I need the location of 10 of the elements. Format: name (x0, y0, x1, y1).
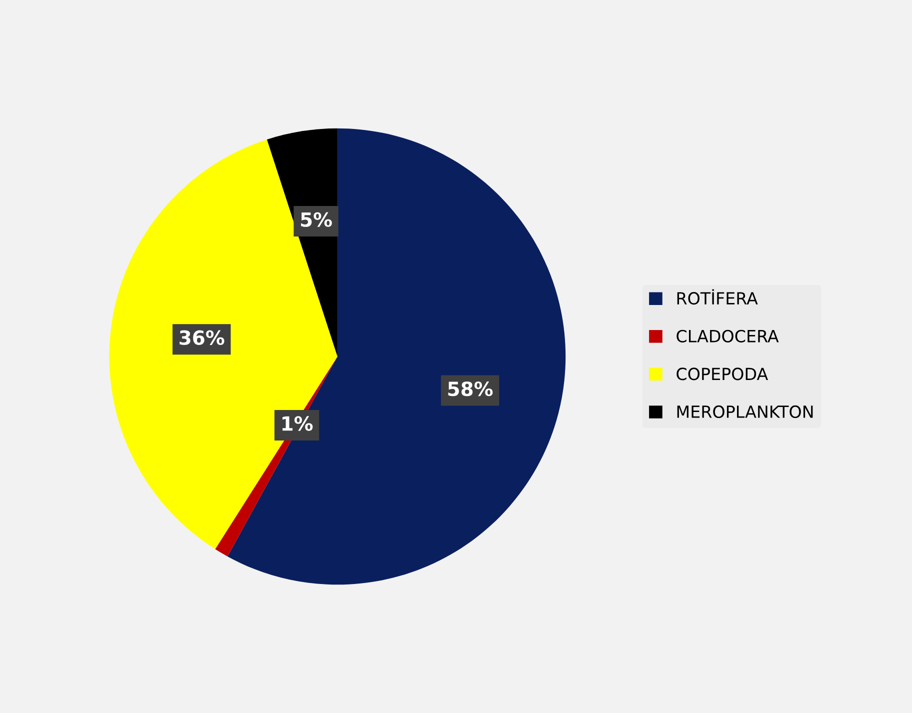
data-label: 1% (282, 416, 313, 431)
data-label: 58% (448, 381, 493, 396)
legend-label: COPEPODA (676, 368, 768, 380)
pie-slice (228, 128, 566, 585)
legend-label: CLADOCERA (676, 330, 779, 342)
pie-slice (109, 140, 338, 550)
data-label: 5% (301, 212, 332, 227)
legend-label: MEROPLANKTON (677, 405, 813, 418)
legend-label: ROTİFERA (677, 289, 758, 305)
data-label: 36% (180, 330, 224, 345)
